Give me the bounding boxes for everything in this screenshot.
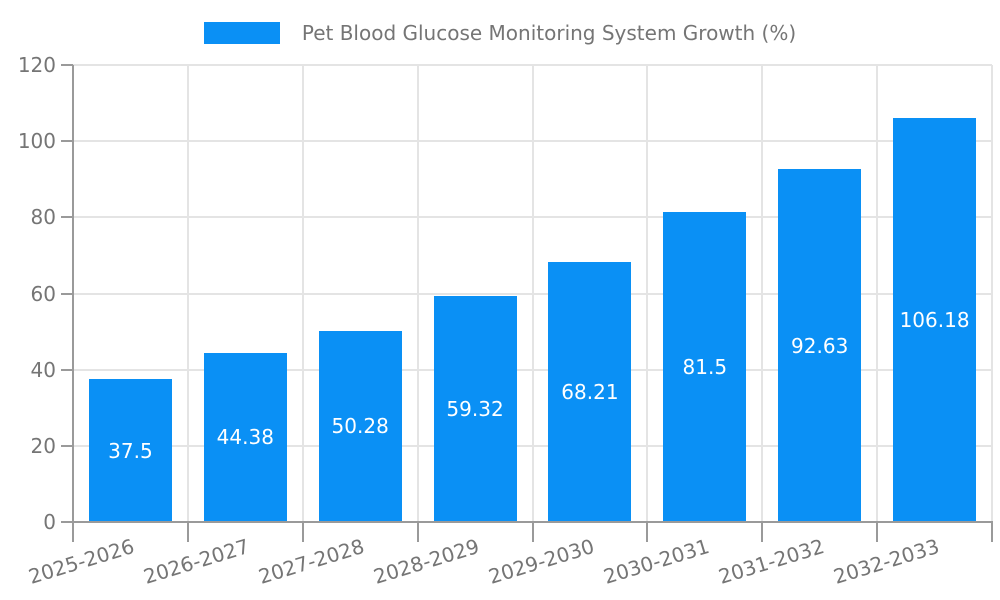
y-axis-tick xyxy=(61,216,73,219)
y-axis-tick xyxy=(61,64,73,66)
y-axis-tick-label: 120 xyxy=(17,53,56,77)
x-axis-tick xyxy=(186,522,189,542)
y-axis-tick xyxy=(61,521,73,523)
bar[interactable]: 50.28 xyxy=(318,330,402,522)
bar[interactable]: 44.38 xyxy=(203,352,287,522)
x-axis-tick xyxy=(761,522,764,542)
x-gridline xyxy=(991,65,993,522)
x-gridline xyxy=(416,65,419,522)
bar-value-label: 68.21 xyxy=(561,380,619,405)
x-gridline xyxy=(876,65,879,522)
x-gridline xyxy=(531,65,534,522)
y-axis-tick-label: 40 xyxy=(30,357,56,382)
x-axis-tick xyxy=(531,522,534,542)
bar-value-label: 37.5 xyxy=(108,438,153,463)
bar-value-label: 44.38 xyxy=(216,425,274,450)
y-axis-tick-label: 80 xyxy=(30,205,56,230)
bar[interactable]: 81.5 xyxy=(663,211,747,522)
x-gridline xyxy=(301,65,304,522)
y-axis-tick xyxy=(61,444,73,447)
bar-value-label: 106.18 xyxy=(899,307,970,332)
bar[interactable]: 106.18 xyxy=(893,117,977,522)
x-axis-tick xyxy=(991,522,993,542)
bar-value-label: 81.5 xyxy=(682,354,728,379)
chart-legend: Pet Blood Glucose Monitoring System Grow… xyxy=(0,21,1000,45)
legend-color-swatch[interactable] xyxy=(203,22,280,44)
x-gridline xyxy=(761,65,764,522)
y-axis-tick-label: 0 xyxy=(43,510,56,534)
bar[interactable]: 68.21 xyxy=(548,262,632,522)
bar-value-label: 50.28 xyxy=(331,414,389,439)
y-axis-tick-label: 100 xyxy=(17,129,56,154)
bar-value-label: 92.63 xyxy=(791,333,849,358)
x-gridline xyxy=(186,65,189,522)
y-axis-tick xyxy=(61,368,73,371)
y-axis-line xyxy=(72,65,74,522)
bar[interactable]: 92.63 xyxy=(778,169,862,522)
x-axis-tick xyxy=(646,522,649,542)
x-gridline xyxy=(646,65,649,522)
bar[interactable]: 37.5 xyxy=(88,379,172,522)
legend-series-label[interactable]: Pet Blood Glucose Monitoring System Grow… xyxy=(301,21,797,45)
y-axis-tick xyxy=(61,292,73,295)
x-axis-tick xyxy=(876,522,879,542)
bar[interactable]: 59.32 xyxy=(433,296,517,522)
x-axis-tick xyxy=(416,522,419,542)
y-axis-tick xyxy=(61,140,73,143)
y-axis-tick-label: 20 xyxy=(30,433,56,458)
y-axis-tick-label: 60 xyxy=(30,281,56,306)
x-axis-tick xyxy=(72,522,74,542)
bar-value-label: 59.32 xyxy=(446,397,504,422)
x-axis-tick xyxy=(301,522,304,542)
